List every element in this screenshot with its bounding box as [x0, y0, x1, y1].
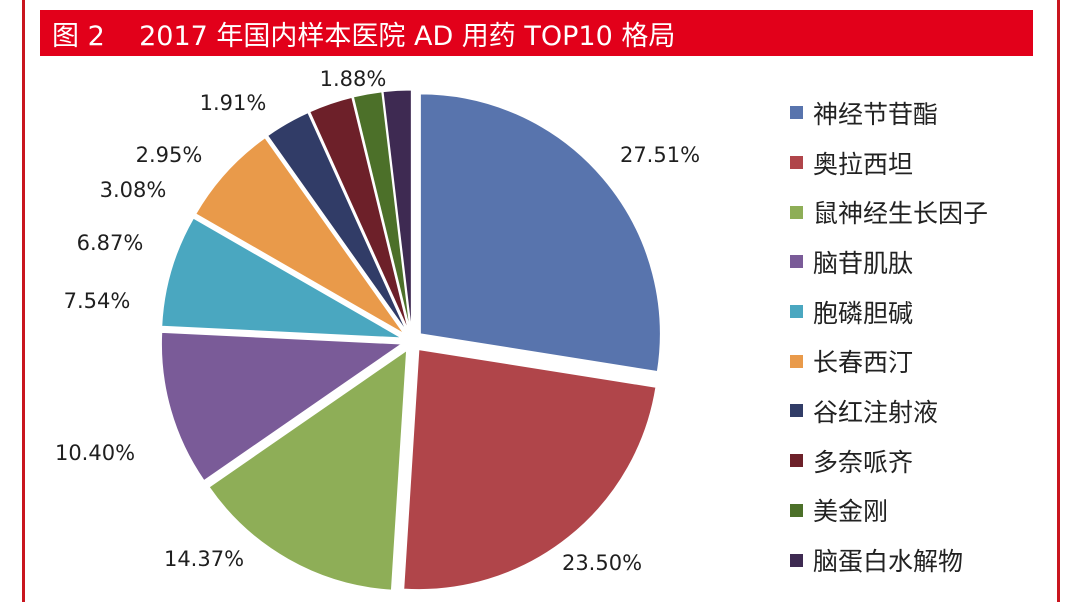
legend-swatch — [790, 354, 803, 368]
legend-item-10: 脑蛋白水解物 — [790, 535, 1040, 585]
legend-item-5: 胞磷胆碱 — [790, 287, 1040, 337]
figure-title: 图 2 2017 年国内样本医院 AD 用药 TOP10 格局 — [52, 20, 676, 52]
slice-label-2: 23.50% — [562, 551, 642, 575]
pie-slices — [160, 89, 661, 591]
pie-slice-8 — [309, 96, 409, 331]
pie-slice-labels: 27.51% 23.50% 14.37% 10.40% 7.54% 6.87% 3.08% 2… — [55, 67, 700, 575]
legend-swatch — [790, 106, 803, 120]
pie-slice-9 — [352, 91, 411, 331]
legend-label: 谷红注射液 — [813, 397, 939, 427]
legend-item-3: 鼠神经生长因子 — [790, 187, 1040, 237]
pie-slice-3 — [208, 349, 408, 591]
legend-item-4: 脑苷肌肽 — [790, 237, 1040, 287]
pie-slice-1 — [419, 93, 661, 373]
slice-label-4: 10.40% — [55, 441, 135, 465]
legend-swatch — [790, 503, 803, 517]
legend-item-9: 美金刚 — [790, 486, 1040, 536]
slice-label-3: 14.37% — [164, 547, 244, 571]
legend-label: 脑苷肌肽 — [813, 248, 914, 278]
legend-swatch — [790, 205, 803, 219]
legend-label: 鼠神经生长因子 — [813, 199, 989, 229]
legend: 神经节苷酯奥拉西坦鼠神经生长因子 脑苷肌肽胞磷胆碱长春西汀谷红注射液多奈哌齐美金刚… — [790, 88, 1040, 585]
slice-label-1: 27.51% — [620, 143, 700, 167]
pie-slice-6 — [195, 137, 405, 335]
legend-label: 脑蛋白水解物 — [813, 547, 964, 577]
legend-swatch — [790, 156, 803, 170]
legend-swatch — [790, 305, 803, 319]
legend-label: 胞磷胆碱 — [813, 298, 914, 328]
legend-swatch — [790, 404, 803, 418]
slice-label-9: 1.91% — [200, 91, 267, 115]
legend-item-7: 谷红注射液 — [790, 386, 1040, 436]
legend-swatch — [790, 454, 803, 468]
legend-label: 神经节苷酯 — [813, 99, 939, 129]
legend-item-8: 多奈哌齐 — [790, 436, 1040, 486]
legend-label: 美金刚 — [813, 497, 889, 527]
pie-slice-5 — [161, 217, 402, 339]
legend-item-6: 长春西汀 — [790, 336, 1040, 386]
slice-label-5: 7.54% — [64, 289, 131, 313]
legend-item-1: 神经节苷酯 — [790, 88, 1040, 138]
legend-label: 奥拉西坦 — [813, 149, 914, 179]
pie-slice-10 — [382, 89, 412, 331]
slice-label-6: 6.87% — [77, 231, 144, 255]
pie-slice-7 — [266, 111, 407, 332]
figure-title-bar: 图 2 2017 年国内样本医院 AD 用药 TOP10 格局 — [40, 10, 1033, 56]
legend-item-2: 奥拉西坦 — [790, 138, 1040, 188]
legend-swatch — [790, 255, 803, 269]
slice-label-8: 2.95% — [136, 143, 203, 167]
legend-swatch — [790, 553, 803, 567]
legend-label: 长春西汀 — [813, 348, 914, 378]
pie-slice-2 — [403, 349, 657, 591]
slice-label-10: 1.88% — [320, 67, 387, 91]
legend-label: 多奈哌齐 — [813, 447, 914, 477]
slice-label-7: 3.08% — [100, 178, 167, 202]
pie-slice-4 — [160, 331, 403, 482]
